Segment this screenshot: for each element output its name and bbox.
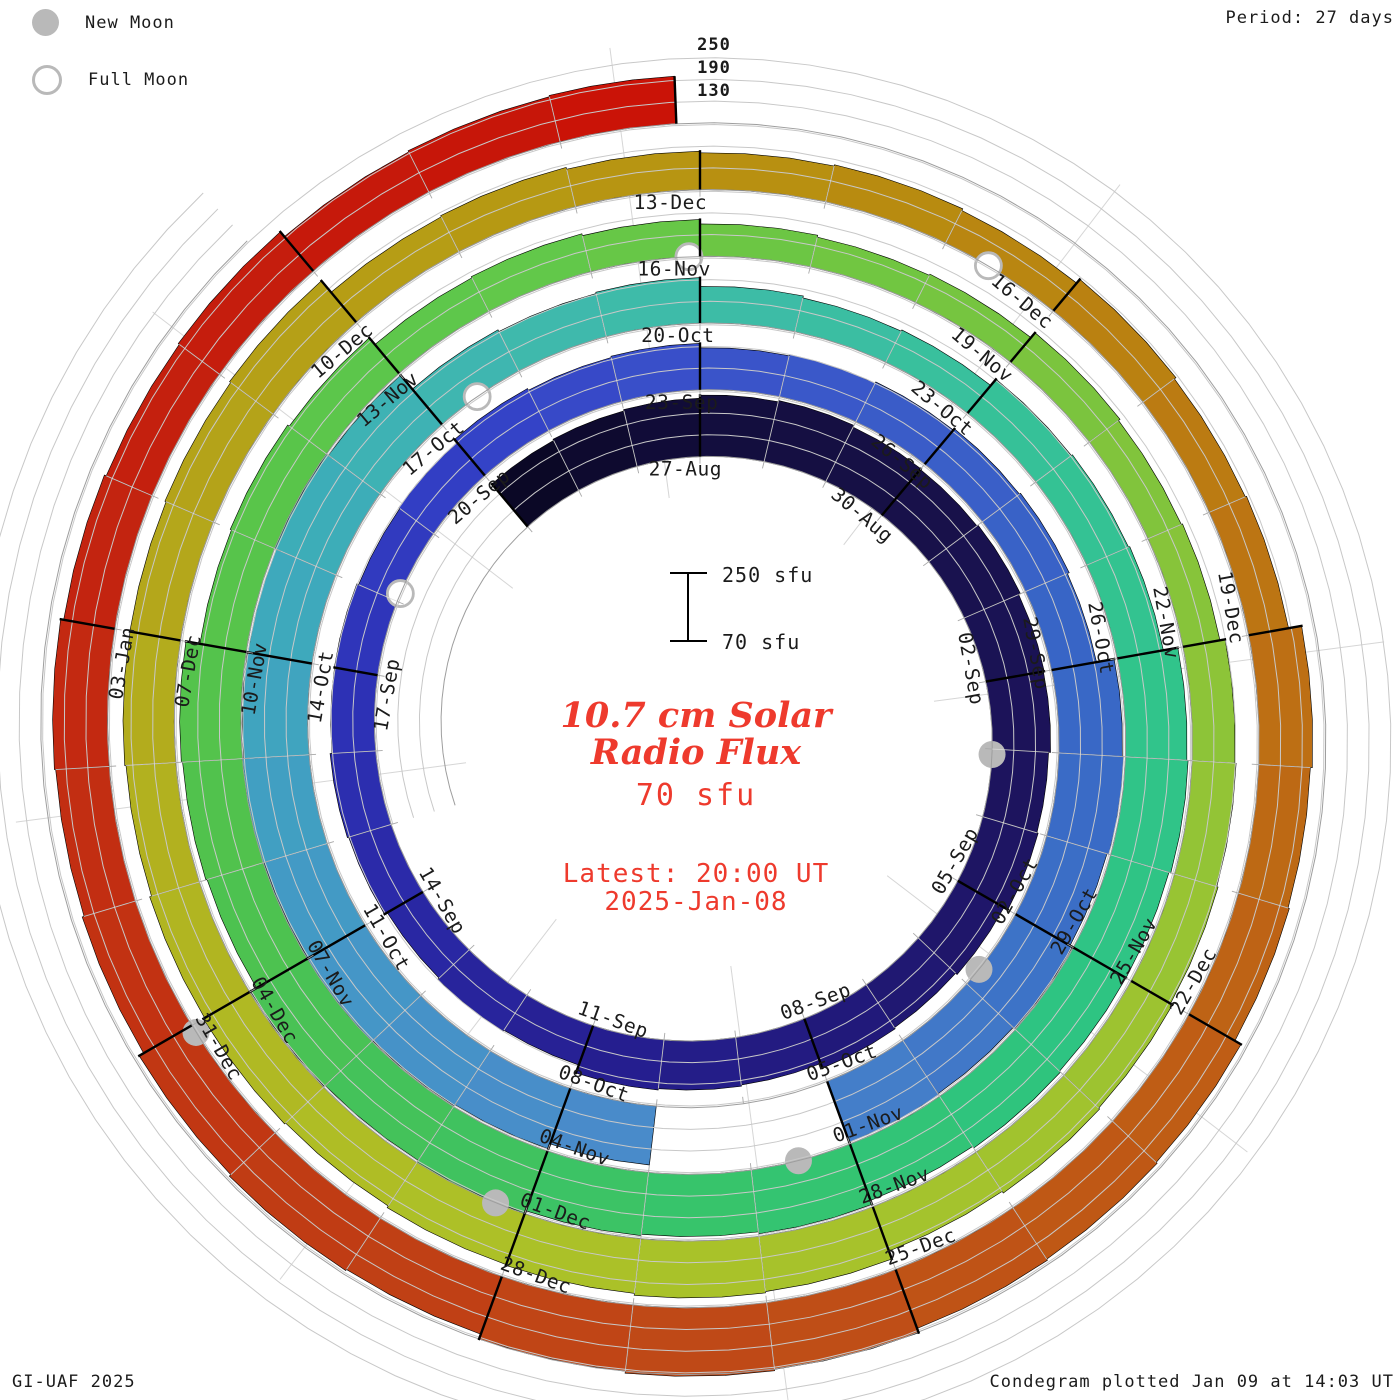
flux-scale-bar [670, 572, 707, 642]
scale-key-bottom-label: 70 sfu [722, 630, 801, 654]
latest-time: Latest: 20:00 UT [562, 859, 830, 889]
spiral-date-label: 27-Aug [649, 458, 722, 481]
plotted-timestamp: Condegram plotted Jan 09 at 14:03 UT [989, 1372, 1394, 1392]
scale-key-top-label: 250 sfu [722, 563, 814, 587]
spiral-date-label: 13-Dec [634, 191, 707, 214]
radial-scale-130: 130 [697, 81, 731, 101]
chart-title-line1: 10.7 cm Solar [560, 695, 832, 736]
latest-date: 2025-Jan-08 [604, 887, 788, 917]
latest-reading: Latest: 20:00 UT 2025-Jan-08 [563, 860, 829, 916]
chart-title: 10.7 cm Solar Radio Flux [561, 697, 832, 771]
credit-label: GI-UAF 2025 [12, 1372, 136, 1392]
radial-scale-190: 190 [697, 58, 731, 78]
full-moon-icon [32, 65, 62, 95]
legend-new-moon: New Moon [32, 9, 175, 36]
full-moon-label: Full Moon [88, 70, 190, 90]
period-label: Period: 27 days [1225, 8, 1394, 28]
legend-full-moon: Full Moon [32, 65, 189, 95]
spiral-date-label: 23-Sep [645, 391, 718, 414]
chart-title-line2: Radio Flux [590, 732, 802, 773]
new-moon-icon [32, 9, 59, 36]
radial-scale-250: 250 [697, 35, 731, 55]
spiral-date-label: 20-Oct [641, 324, 714, 347]
new-moon-label: New Moon [85, 12, 175, 33]
spiral-date-label: 16-Nov [637, 258, 710, 281]
chart-unit-line: 70 sfu [635, 778, 757, 813]
